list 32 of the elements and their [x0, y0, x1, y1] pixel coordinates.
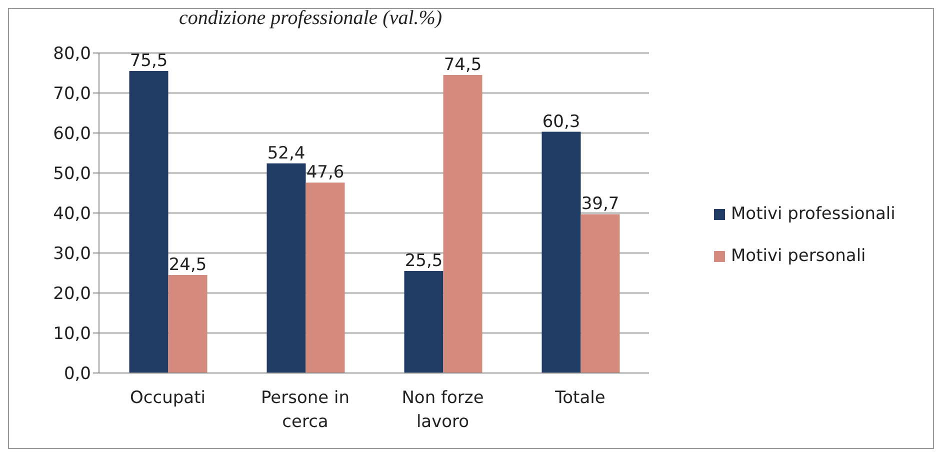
bar: [266, 163, 306, 373]
y-tick-label: 0,0: [64, 364, 91, 384]
data-label: 75,5: [130, 51, 168, 71]
y-tick-label: 20,0: [53, 284, 91, 304]
bar: [168, 275, 208, 373]
y-tick-label: 80,0: [53, 44, 91, 64]
x-tick-label: Persone in cerca: [261, 388, 350, 432]
data-label: 60,3: [542, 112, 580, 132]
data-label: 47,6: [306, 162, 344, 183]
x-tick-label: Non forze lavoro: [402, 388, 484, 432]
y-tick-label: 60,0: [53, 124, 91, 144]
chart-title: condizione professionale (val.%): [179, 8, 442, 30]
y-tick-label: 70,0: [53, 84, 91, 104]
y-tick-label: 30,0: [53, 244, 91, 264]
bar: [580, 214, 620, 373]
data-label: 24,5: [168, 255, 207, 275]
y-tick-label: 10,0: [53, 324, 91, 344]
bar: [404, 271, 444, 373]
x-tick-label: Occupati: [130, 388, 206, 408]
data-label: 25,5: [404, 251, 443, 271]
bar: [542, 132, 581, 373]
y-tick-label: 50,0: [53, 164, 91, 184]
bar: [306, 182, 345, 373]
legend-label: Motivi professionali: [730, 204, 896, 224]
data-label: 74,5: [444, 55, 482, 75]
bar: [443, 75, 482, 373]
data-label: 39,7: [581, 194, 620, 214]
legend-label: Motivi personali: [730, 246, 867, 266]
data-label: 52,4: [267, 143, 306, 164]
x-tick-label: Totale: [554, 388, 606, 408]
bar: [129, 71, 168, 373]
y-tick-label: 40,0: [53, 204, 91, 224]
